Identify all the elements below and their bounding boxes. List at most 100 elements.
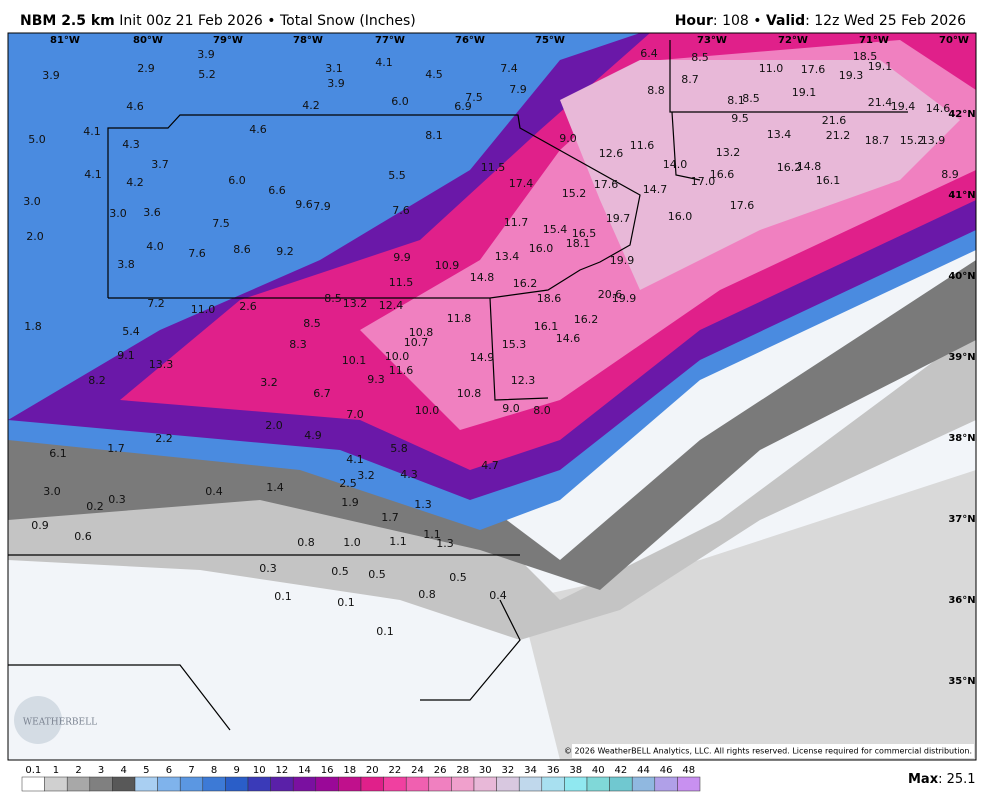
- snow-total-label: 0.5: [331, 565, 349, 578]
- snow-total-label: 8.6: [233, 243, 251, 256]
- snow-total-label: 16.2: [574, 313, 599, 326]
- colorbar-label: 28: [456, 765, 469, 776]
- colorbar-swatch: [654, 776, 678, 792]
- snow-total-label: 2.6: [239, 300, 257, 313]
- snow-total-label: 2.2: [155, 432, 173, 445]
- colorbar-swatch: [21, 776, 45, 792]
- snow-total-label: 13.9: [921, 134, 946, 147]
- snow-total-label: 9.0: [502, 402, 520, 415]
- colorbar-swatch: [677, 776, 701, 792]
- snow-total-label: 19.1: [868, 60, 893, 73]
- colorbar-label: 22: [389, 765, 402, 776]
- snow-total-label: 19.3: [839, 69, 864, 82]
- copyright-bg: [572, 744, 974, 758]
- snow-total-label: 15.3: [502, 338, 527, 351]
- snow-total-label: 6.0: [228, 174, 246, 187]
- colorbar-swatch: [247, 776, 271, 792]
- snow-total-label: 1.7: [381, 511, 399, 524]
- longitude-label: 78°W: [293, 35, 323, 46]
- snow-total-label: 4.1: [375, 56, 393, 69]
- snow-total-label: 18.6: [537, 292, 562, 305]
- colorbar-swatch: [112, 776, 136, 792]
- snow-total-label: 5.2: [198, 68, 216, 81]
- snow-total-label: 8.7: [681, 73, 699, 86]
- colorbar-label: 12: [276, 765, 289, 776]
- snow-total-label: 15.4: [543, 223, 568, 236]
- nc-border: [8, 664, 231, 731]
- longitude-label: 71°W: [859, 35, 889, 46]
- longitude-label: 79°W: [213, 35, 243, 46]
- snow-total-label: 0.6: [74, 530, 92, 543]
- snow-total-label: 9.6: [295, 198, 313, 211]
- latitude-label: 38°N: [948, 433, 975, 444]
- snow-total-label: 8.5: [691, 51, 709, 64]
- snow-total-label: 13.3: [149, 358, 174, 371]
- copyright: © 2026 WeatherBELL Analytics, LLC. All r…: [564, 747, 972, 756]
- snow-total-label: 9.0: [559, 132, 577, 145]
- snow-total-label: 7.6: [392, 204, 410, 217]
- colorbar-swatch: [134, 776, 158, 792]
- max: Max: 25.1: [908, 772, 976, 787]
- snow-total-label: 10.8: [457, 387, 482, 400]
- snow-total-label: 8.0: [533, 404, 551, 417]
- snow-total-label: 3.9: [42, 69, 60, 82]
- snow-total-label: 15.2: [562, 187, 587, 200]
- snow-total-label: 3.8: [117, 258, 135, 271]
- snow-total-label: 11.7: [504, 216, 529, 229]
- colorbar-swatch: [405, 776, 430, 792]
- colorbar-label: 2: [75, 765, 81, 776]
- header-left: NBM 2.5 km Init 00z 21 Feb 2026 • Total …: [20, 13, 416, 29]
- colorbar-label: 8: [211, 765, 217, 776]
- colorbar-label: 30: [479, 765, 492, 776]
- snow-total-label: 17.6: [594, 178, 619, 191]
- colorbar-label: 6: [166, 765, 172, 776]
- colorbar-swatch: [179, 776, 204, 792]
- snow-total-label: 16.2: [513, 277, 538, 290]
- snow-total-label: 4.0: [146, 240, 164, 253]
- colorbar-swatch: [202, 776, 226, 792]
- snow-total-label: 14.8: [797, 160, 822, 173]
- snow-total-label: 9.9: [393, 251, 411, 264]
- snow-total-label: 2.5: [339, 477, 357, 490]
- snow-total-label: 14.9: [470, 351, 495, 364]
- snow-total-label: 7.2: [147, 297, 165, 310]
- snow-total-label: 12.6: [599, 147, 624, 160]
- colorbar-label: 46: [660, 765, 673, 776]
- snow-total-label: 16.0: [529, 242, 554, 255]
- borders: [8, 40, 908, 731]
- latitude-label: 41°N: [948, 190, 975, 201]
- snow-total-label: 2.0: [265, 419, 283, 432]
- valid-label: Valid: [766, 13, 805, 29]
- colorbar-label: 3: [98, 765, 104, 776]
- colorbar-swatch: [360, 776, 384, 792]
- ny-border: [669, 40, 908, 113]
- snow-total-label: 7.9: [509, 83, 527, 96]
- snow-total-label: 1.4: [266, 481, 284, 494]
- snow-total-label: 3.1: [325, 62, 343, 75]
- snow-total-label: 1.1: [423, 528, 441, 541]
- snow-total-label: 17.4: [509, 177, 534, 190]
- de-border: [489, 297, 549, 401]
- snow-total-label: 10.0: [385, 350, 410, 363]
- colorbar-label: 36: [547, 765, 560, 776]
- pa-border: [107, 114, 641, 299]
- colorbar-label: 4: [121, 765, 127, 776]
- colorbar-swatch: [66, 776, 91, 792]
- snow-total-label: 18.5: [853, 50, 878, 63]
- colorbar-swatch: [225, 776, 249, 792]
- snow-total-label: 16.6: [710, 168, 735, 181]
- hour-label: Hour: [675, 13, 713, 29]
- snow-total-label: 16.0: [668, 210, 693, 223]
- snow-total-label: 5.0: [28, 133, 46, 146]
- graticule-labels: 81°W 80°W 79°W 78°W 77°W 76°W 75°W 73°W 72°W 71°W…: [50, 35, 976, 687]
- snow-total-label: 10.9: [435, 259, 460, 272]
- snow-total-label: 21.4: [868, 96, 893, 109]
- snow-total-label: 7.5: [465, 91, 483, 104]
- snow-total-label: 19.9: [612, 292, 637, 305]
- snow-total-label: 11.8: [447, 312, 472, 325]
- snow-total-label: 17.0: [691, 175, 716, 188]
- snow-total-label: 7.5: [212, 217, 230, 230]
- snow-total-label: 4.1: [83, 125, 101, 138]
- snow-total-label: 9.2: [276, 245, 294, 258]
